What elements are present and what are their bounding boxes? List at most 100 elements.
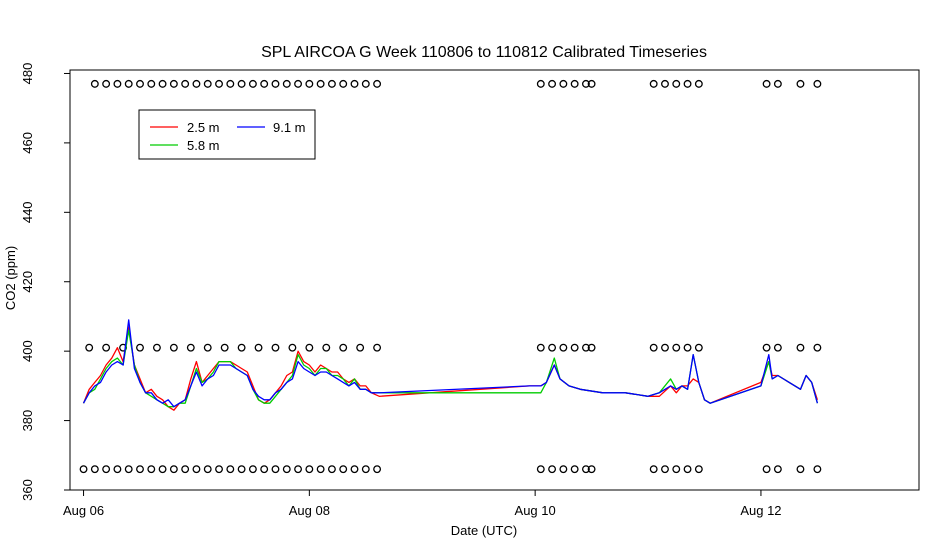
- y-tick-label-1: 380: [20, 410, 35, 432]
- marker-upper-40: [813, 79, 822, 88]
- x-tick-label-0: Aug 06: [63, 503, 104, 518]
- marker-upper-34: [672, 79, 681, 88]
- marker-upper-12: [226, 79, 235, 88]
- y-axis: 360 380 400 420 440 460 480: [20, 63, 71, 501]
- x-tick-label-2: Aug 10: [515, 503, 556, 518]
- marker-middle-30: [773, 343, 782, 352]
- marker-middle-5: [169, 343, 178, 352]
- series-line-0: [82, 326, 819, 411]
- marker-lower-10: [192, 465, 201, 474]
- marker-lower-34: [661, 465, 669, 474]
- marker-lower-21: [316, 465, 325, 474]
- marker-upper-5: [147, 79, 156, 88]
- marker-middle-15: [339, 343, 348, 352]
- marker-upper-24: [361, 79, 370, 88]
- marker-upper-21: [327, 79, 336, 88]
- marker-middle-31: [796, 343, 805, 352]
- marker-lower-1: [90, 465, 99, 474]
- marker-lower-40: [796, 465, 805, 474]
- marker-lower-3: [113, 465, 122, 474]
- marker-upper-17: [282, 79, 291, 88]
- marker-lower-37: [694, 465, 703, 474]
- marker-lower-38: [762, 465, 771, 474]
- marker-upper-11: [215, 79, 223, 88]
- marker-upper-32: [649, 79, 658, 88]
- marker-upper-10: [203, 79, 212, 88]
- y-tick-label-5: 460: [20, 132, 35, 154]
- marker-middle-17: [373, 343, 382, 352]
- marker-upper-35: [683, 79, 692, 88]
- marker-upper-29: [570, 79, 579, 88]
- marker-layer: [79, 79, 822, 474]
- marker-lower-11: [203, 465, 212, 474]
- marker-upper-16: [271, 79, 280, 88]
- marker-middle-21: [570, 343, 579, 352]
- marker-lower-17: [271, 465, 280, 474]
- marker-lower-19: [294, 465, 303, 474]
- marker-lower-30: [570, 465, 579, 474]
- marker-upper-7: [169, 79, 178, 88]
- y-tick-label-2: 400: [20, 340, 35, 362]
- marker-middle-25: [661, 343, 669, 352]
- marker-middle-14: [322, 343, 331, 352]
- marker-middle-29: [762, 343, 771, 352]
- marker-upper-36: [694, 79, 703, 88]
- marker-upper-1: [102, 79, 111, 88]
- marker-upper-26: [536, 79, 545, 88]
- marker-lower-6: [147, 465, 156, 474]
- marker-middle-7: [203, 343, 212, 352]
- marker-middle-23: [587, 343, 596, 352]
- marker-lower-33: [649, 465, 658, 474]
- marker-lower-8: [169, 465, 178, 474]
- marker-middle-20: [559, 343, 568, 352]
- marker-lower-9: [181, 465, 190, 474]
- marker-lower-26: [373, 465, 382, 474]
- marker-lower-22: [327, 465, 336, 474]
- marker-upper-0: [90, 79, 99, 88]
- marker-upper-23: [350, 79, 359, 88]
- marker-lower-23: [339, 465, 348, 474]
- marker-middle-24: [649, 343, 658, 352]
- marker-middle-19: [548, 343, 557, 352]
- marker-middle-0: [85, 343, 94, 352]
- marker-lower-29: [559, 465, 568, 474]
- marker-middle-27: [683, 343, 692, 352]
- marker-lower-27: [536, 465, 545, 474]
- x-tick-label-3: Aug 12: [740, 503, 781, 518]
- marker-upper-18: [294, 79, 303, 88]
- marker-upper-19: [305, 79, 314, 88]
- marker-middle-13: [305, 343, 314, 352]
- marker-lower-41: [813, 465, 822, 474]
- marker-upper-37: [762, 79, 771, 88]
- marker-upper-39: [796, 79, 805, 88]
- marker-upper-38: [773, 79, 782, 88]
- marker-lower-25: [361, 465, 370, 474]
- legend-label-5-8m: 5.8 m: [187, 138, 220, 153]
- y-tick-label-3: 420: [20, 271, 35, 293]
- marker-upper-31: [587, 79, 596, 88]
- marker-lower-15: [248, 465, 257, 474]
- marker-lower-24: [350, 465, 359, 474]
- marker-upper-2: [113, 79, 122, 88]
- y-tick-label-4: 440: [20, 201, 35, 223]
- marker-upper-6: [158, 79, 167, 88]
- marker-upper-30: [581, 79, 590, 88]
- marker-upper-27: [548, 79, 557, 88]
- marker-lower-35: [672, 465, 681, 474]
- marker-middle-12: [288, 343, 297, 352]
- marker-upper-3: [124, 79, 133, 88]
- marker-lower-31: [581, 465, 590, 474]
- marker-middle-32: [813, 343, 822, 352]
- marker-lower-36: [683, 465, 692, 474]
- marker-lower-16: [260, 465, 269, 474]
- y-axis-title: CO2 (ppm): [3, 246, 18, 310]
- marker-lower-4: [124, 465, 133, 474]
- marker-lower-39: [773, 465, 782, 474]
- x-tick-label-1: Aug 08: [289, 503, 330, 518]
- marker-upper-22: [339, 79, 348, 88]
- marker-upper-33: [661, 79, 669, 88]
- marker-middle-26: [672, 343, 681, 352]
- marker-upper-20: [316, 79, 325, 88]
